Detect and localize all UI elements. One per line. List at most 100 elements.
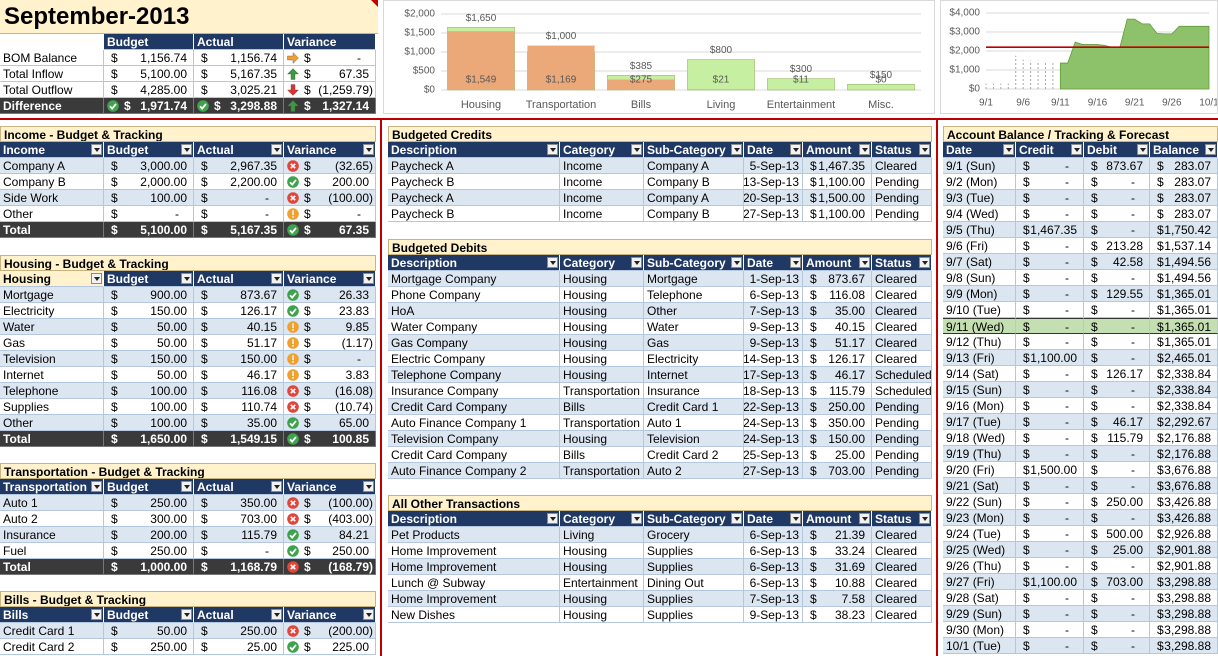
filter-button[interactable]: [790, 257, 801, 268]
currency-sign: $: [1091, 623, 1098, 637]
cell: Company B: [644, 174, 744, 190]
cell: $5,100.00: [104, 222, 194, 238]
amount: 67.35: [338, 223, 369, 237]
filter-button[interactable]: [919, 513, 930, 524]
amount: -: [1065, 335, 1069, 349]
filter-button[interactable]: [181, 144, 192, 155]
cell: $31.69: [803, 559, 872, 575]
filter-button[interactable]: [731, 257, 742, 268]
cell: 14-Sep-13: [744, 351, 803, 367]
cell-text: Transportation: [563, 384, 640, 398]
cell-text: Credit Card 2: [647, 448, 719, 462]
filter-button[interactable]: [271, 273, 282, 284]
filter-button[interactable]: [271, 144, 282, 155]
filter-button[interactable]: [1003, 144, 1014, 155]
cell: Internet: [0, 367, 104, 383]
filter-button[interactable]: [271, 481, 282, 492]
filter-button[interactable]: [271, 609, 282, 620]
cell-text: Cleared: [875, 608, 918, 622]
status-icon: [287, 401, 299, 413]
currency-sign: $: [111, 560, 118, 574]
cell: Phone Company: [388, 287, 560, 303]
currency-sign: $: [304, 207, 311, 221]
cell: $3,298.88: [1150, 574, 1218, 590]
cell: $283.07: [1150, 206, 1218, 222]
amount: 10.88: [834, 576, 865, 590]
filter-button[interactable]: [91, 144, 102, 155]
filter-button[interactable]: [631, 257, 642, 268]
currency-sign: $: [1023, 479, 1030, 493]
filter-button[interactable]: [631, 513, 642, 524]
currency-sign: $: [201, 320, 208, 334]
x-tick-label: 9/6: [1016, 98, 1030, 109]
cell-text: 9/8 (Sun): [946, 271, 996, 285]
filter-button[interactable]: [790, 144, 801, 155]
filter-button[interactable]: [859, 257, 870, 268]
cell: $2,338.84: [1150, 398, 1218, 414]
status-icon: [197, 100, 209, 112]
filter-button[interactable]: [1137, 144, 1148, 155]
filter-button[interactable]: [790, 513, 801, 524]
y-tick-label: $500: [413, 66, 436, 77]
filter-button[interactable]: [1071, 144, 1082, 155]
cell: Pending: [872, 447, 932, 463]
filter-button[interactable]: [547, 257, 558, 268]
amount: -: [1131, 623, 1135, 637]
filter-button[interactable]: [919, 257, 930, 268]
column-header-text: Description: [391, 512, 458, 526]
status-icon: [287, 513, 299, 525]
cell: $3,000.00: [104, 158, 194, 174]
currency-sign: $: [304, 528, 311, 542]
filter-button[interactable]: [91, 609, 102, 620]
status-icon: [287, 208, 299, 220]
amount: 50.00: [156, 336, 187, 350]
status-icon: [287, 417, 299, 429]
amount: 126.17: [1106, 367, 1143, 381]
cell: $3,426.88: [1150, 510, 1218, 526]
filter-button[interactable]: [181, 273, 192, 284]
amount: -: [1131, 223, 1135, 237]
filter-button[interactable]: [363, 481, 374, 492]
amount: 703.00: [1106, 575, 1143, 589]
cell: $250.00: [104, 639, 194, 655]
amount: 1,156.74: [230, 51, 277, 65]
cell: 9/8 (Sun): [943, 270, 1016, 286]
filter-button[interactable]: [363, 273, 374, 284]
cell-text: Income: [563, 175, 603, 189]
cell: 9/27 (Fri): [943, 574, 1016, 590]
currency-sign: $: [1023, 399, 1030, 413]
filter-button[interactable]: [1205, 144, 1216, 155]
currency-sign: $: [1091, 463, 1098, 477]
balance-area: [1059, 18, 1210, 90]
filter-button[interactable]: [363, 144, 374, 155]
cell-text: Credit Card Company: [391, 448, 508, 462]
icon-glyph: [289, 420, 297, 427]
cell-text: Cleared: [875, 592, 918, 606]
cell: $ -: [1084, 382, 1150, 398]
cell: Scheduled: [872, 367, 932, 383]
filter-button[interactable]: [91, 273, 102, 284]
filter-button[interactable]: [363, 609, 374, 620]
filter-button[interactable]: [547, 144, 558, 155]
filter-button[interactable]: [731, 513, 742, 524]
filter-button[interactable]: [631, 144, 642, 155]
filter-button[interactable]: [181, 609, 192, 620]
cell-text: Mortgage: [3, 288, 54, 302]
currency-sign: $: [1091, 607, 1098, 621]
cell: $3,025.21: [194, 82, 284, 98]
currency-sign: $: [810, 304, 817, 318]
amount: 200.00: [150, 528, 187, 542]
filter-button[interactable]: [859, 513, 870, 524]
currency-sign: $: [304, 512, 311, 526]
cell-text: 9/16 (Mon): [946, 399, 1005, 413]
filter-button[interactable]: [547, 513, 558, 524]
cell: Television Company: [388, 431, 560, 447]
filter-button[interactable]: [91, 481, 102, 492]
filter-button[interactable]: [859, 144, 870, 155]
cell: Housing: [560, 607, 644, 623]
currency-sign: $: [1091, 159, 1098, 173]
cell-text: 9/12 (Thu): [946, 335, 1002, 349]
filter-button[interactable]: [919, 144, 930, 155]
filter-button[interactable]: [731, 144, 742, 155]
filter-button[interactable]: [181, 481, 192, 492]
